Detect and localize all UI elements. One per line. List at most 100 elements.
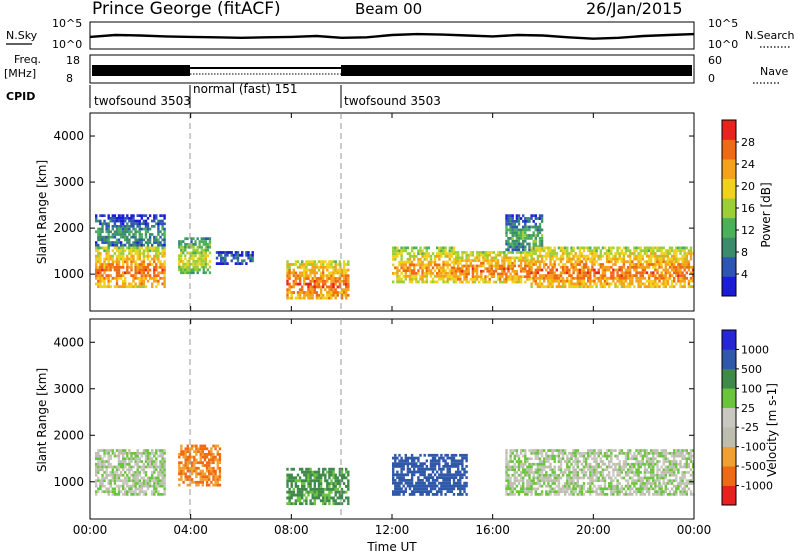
data-cell: [580, 279, 584, 283]
data-cell: [637, 462, 640, 466]
data-cell: [124, 279, 127, 283]
data-cell: [305, 467, 308, 471]
data-cell: [438, 490, 441, 493]
data-cell: [130, 465, 133, 469]
data-cell: [117, 227, 121, 231]
data-cell: [436, 453, 439, 457]
data-cell: [417, 272, 420, 275]
data-cell: [410, 249, 414, 253]
data-cell: [513, 479, 516, 482]
data-cell: [570, 276, 573, 280]
data-cell: [446, 465, 449, 468]
data-cell: [130, 490, 133, 493]
data-cell: [622, 493, 626, 496]
data-cell: [568, 257, 571, 261]
data-cell: [540, 476, 544, 480]
data-cell: [522, 256, 525, 260]
data-cell: [303, 499, 306, 503]
data-cell: [334, 282, 337, 286]
data-cell: [342, 277, 346, 280]
data-cell: [519, 228, 523, 232]
data-cell: [618, 276, 621, 280]
data-cell: [509, 482, 512, 485]
data-cell: [117, 490, 121, 493]
data-cell: [101, 238, 104, 242]
data-cell: [400, 481, 403, 485]
data-cell: [431, 266, 435, 270]
data-cell: [425, 280, 428, 284]
data-cell: [599, 274, 602, 277]
data-cell: [519, 242, 523, 246]
data-cell: [97, 235, 100, 239]
nave-tick-bottom: 0: [708, 72, 715, 85]
data-cell: [117, 217, 121, 220]
data-cell: [528, 234, 531, 237]
data-cell: [313, 265, 316, 269]
data-cell: [584, 257, 588, 261]
data-cell: [647, 263, 651, 266]
data-cell: [392, 246, 395, 250]
data-cell: [551, 263, 554, 266]
data-cell: [136, 476, 139, 480]
data-cell: [200, 260, 203, 263]
data-cell: [338, 496, 342, 500]
data-cell: [530, 482, 533, 485]
data-cell: [549, 487, 552, 491]
data-cell: [97, 490, 100, 493]
data-cell: [105, 452, 108, 455]
data-cell: [549, 276, 552, 280]
data-cell: [526, 275, 529, 278]
data-cell: [566, 260, 569, 264]
data-cell: [192, 243, 195, 246]
data-cell: [332, 282, 335, 286]
data-cell: [153, 476, 156, 480]
data-cell: [347, 268, 350, 272]
data-cell: [146, 482, 150, 485]
data-cell: [522, 482, 525, 485]
data-cell: [419, 266, 422, 270]
data-cell: [574, 471, 577, 474]
data-cell: [413, 266, 416, 270]
data-cell: [545, 465, 548, 469]
data-cell: [193, 469, 196, 473]
data-cell: [578, 249, 582, 253]
data-cell: [153, 468, 156, 472]
data-cell: [656, 276, 659, 280]
data-cell: [538, 225, 542, 229]
data-cell: [117, 457, 121, 461]
data-cell: [574, 476, 577, 480]
data-cell: [347, 473, 350, 477]
data-cell: [658, 249, 661, 253]
data-cell: [564, 460, 567, 463]
data-cell: [408, 252, 412, 255]
data-cell: [194, 268, 197, 272]
data-cell: [469, 253, 472, 257]
data-cell: [290, 473, 293, 477]
data-cell: [294, 279, 298, 283]
data-cell: [515, 248, 519, 252]
data-cell: [105, 222, 108, 226]
data-cell: [559, 476, 563, 480]
data-cell: [509, 493, 512, 496]
data-cell: [551, 454, 554, 458]
colorbar-tick-label: 4: [741, 268, 748, 281]
data-cell: [394, 257, 397, 261]
data-cell: [429, 473, 433, 477]
data-cell: [677, 257, 680, 261]
data-cell: [107, 222, 110, 226]
data-cell: [559, 271, 563, 275]
data-cell: [595, 457, 598, 461]
data-cell: [637, 257, 640, 261]
data-cell: [95, 490, 98, 493]
data-cell: [635, 263, 638, 266]
data-cell: [641, 265, 644, 269]
beam-title: Beam 00: [355, 0, 422, 18]
data-cell: [524, 490, 527, 493]
data-cell: [528, 479, 531, 482]
data-cell: [215, 262, 219, 265]
data-cell: [99, 263, 102, 266]
data-cell: [151, 219, 154, 223]
data-cell: [142, 271, 146, 275]
data-cell: [301, 467, 304, 471]
data-cell: [536, 465, 540, 469]
